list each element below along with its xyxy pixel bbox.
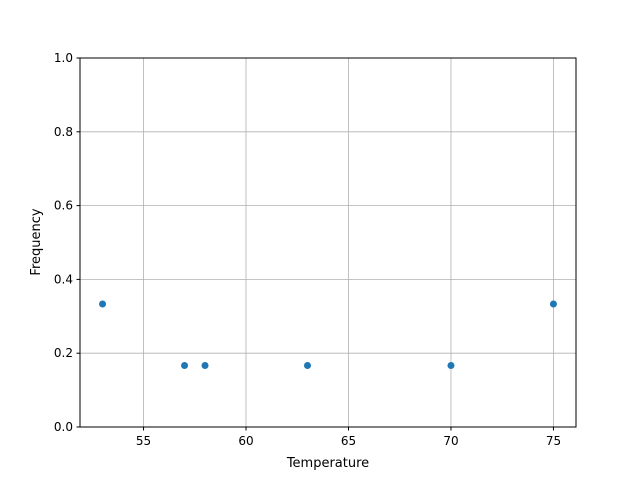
data-points (99, 300, 557, 369)
x-tick-label: 55 (136, 434, 151, 448)
data-point (549, 300, 557, 308)
plot-area-frame (79, 57, 577, 428)
y-tick-label: 0.0 (54, 420, 73, 434)
x-axis-label: Temperature (286, 456, 369, 471)
y-tick-label: 0.8 (54, 125, 73, 139)
data-point (447, 361, 455, 369)
y-axis-label: Frequency (29, 208, 44, 275)
data-point (304, 361, 312, 369)
data-point (181, 361, 189, 369)
data-point (201, 361, 209, 369)
y-tick-label: 1.0 (54, 51, 73, 65)
x-tick-label: 70 (443, 434, 458, 448)
data-point (99, 300, 107, 308)
x-tick-label: 75 (546, 434, 561, 448)
y-tick-label: 0.6 (54, 199, 73, 213)
x-tick-label: 60 (238, 434, 253, 448)
grid (80, 57, 576, 428)
y-tick-label: 0.4 (54, 272, 73, 286)
y-tick-label: 0.2 (54, 346, 73, 360)
ticks: 55 60 65 70 75 0.0 0.2 0.4 0.6 0.8 1.0 (54, 51, 561, 448)
x-tick-label: 65 (341, 434, 356, 448)
